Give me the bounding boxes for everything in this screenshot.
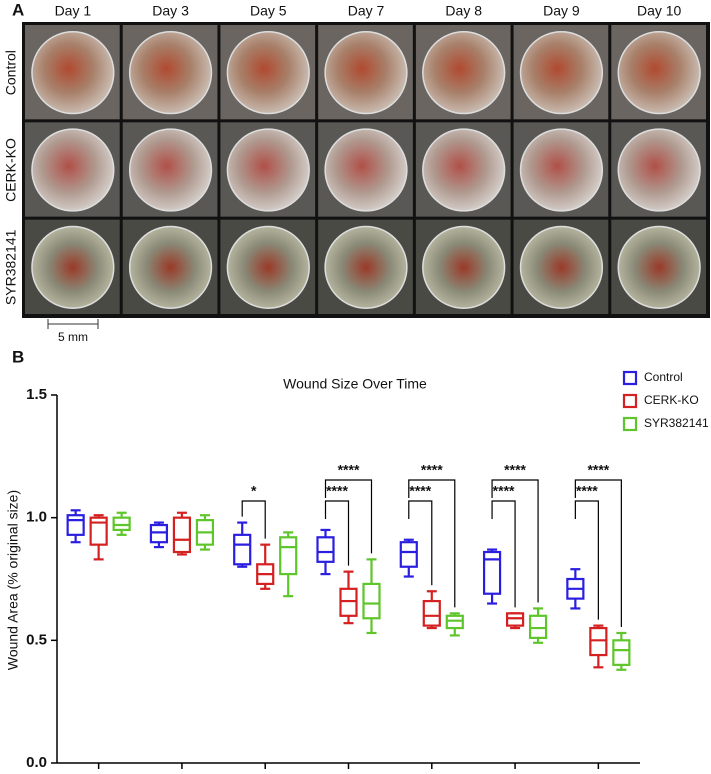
- legend-label: Control: [644, 370, 683, 384]
- row-label: CERK-KO: [3, 138, 19, 202]
- legend-label: CERK-KO: [644, 393, 699, 407]
- significance-label: ****: [338, 462, 360, 478]
- wound-dish: [226, 225, 310, 309]
- y-tick-label: 1.0: [26, 509, 47, 526]
- wound-dish: [617, 128, 701, 212]
- box: [66, 514, 85, 536]
- column-label: Day 7: [348, 3, 385, 19]
- legend-swatch: [622, 416, 638, 432]
- legend-label: SYR382141: [644, 416, 709, 430]
- significance-label: ****: [504, 462, 526, 478]
- significance-label: ****: [421, 462, 443, 478]
- significance-label: ****: [326, 483, 348, 499]
- significance-label: ****: [493, 483, 515, 499]
- column-label: Day 1: [55, 3, 92, 19]
- wound-dish: [324, 31, 408, 115]
- significance-label: ****: [587, 462, 609, 478]
- scale-bar-label: 5 mm: [58, 330, 88, 344]
- box: [528, 614, 548, 639]
- wound-dish: [617, 225, 701, 309]
- box: [612, 639, 631, 666]
- box: [505, 612, 525, 627]
- significance-bracket: [408, 479, 456, 608]
- column-label: Day 10: [637, 3, 682, 19]
- significance-bracket: [241, 500, 266, 539]
- wound-dish: [519, 128, 604, 212]
- y-tick-label: 0.0: [26, 754, 47, 769]
- column-label: Day 9: [543, 3, 580, 19]
- column-label: Day 3: [152, 3, 189, 19]
- box: [589, 626, 608, 657]
- panel-label: A: [12, 0, 24, 19]
- wound-dish: [422, 31, 506, 115]
- significance-bracket: [574, 500, 599, 620]
- wound-dish: [519, 31, 604, 115]
- box: [482, 550, 502, 595]
- wound-dish: [31, 225, 115, 309]
- wound-dish: [422, 225, 506, 309]
- wound-dish: [226, 128, 310, 212]
- chart-title: Wound Size Over Time: [283, 376, 427, 392]
- significance-label: ****: [576, 483, 598, 499]
- box: [422, 599, 441, 627]
- column-label: Day 8: [445, 3, 482, 19]
- wound-dish: [128, 128, 213, 212]
- box: [399, 541, 418, 568]
- significance-bracket: [491, 479, 539, 603]
- wound-dish: [226, 31, 310, 115]
- wound-dish: [324, 128, 408, 212]
- box: [89, 516, 108, 546]
- legend-swatch: [622, 393, 638, 409]
- box: [149, 523, 169, 544]
- wound-dish: [617, 31, 701, 115]
- significance-label: *: [251, 483, 257, 499]
- box: [233, 533, 252, 566]
- significance-bracket: [408, 500, 433, 586]
- box: [362, 582, 381, 620]
- significance-bracket: [324, 479, 373, 554]
- significance-bracket: [574, 479, 622, 627]
- significance-bracket: [491, 500, 516, 608]
- wound-dish: [324, 225, 408, 309]
- wound-dish: [128, 31, 213, 115]
- wound-dish: [422, 128, 506, 212]
- y-tick-label: 1.5: [26, 386, 47, 403]
- panel-label: B: [12, 347, 24, 366]
- wound-dish: [31, 128, 115, 212]
- y-tick-label: 0.5: [26, 631, 47, 648]
- wound-dish: [128, 225, 213, 309]
- significance-bracket: [324, 500, 350, 566]
- box: [316, 536, 335, 563]
- column-label: Day 5: [250, 3, 287, 19]
- legend-swatch: [622, 370, 638, 386]
- wound-dish: [519, 225, 604, 309]
- y-axis-label: Wound Area (% original size): [5, 490, 21, 670]
- box: [112, 516, 131, 532]
- box: [172, 516, 192, 554]
- box: [445, 614, 464, 630]
- wound-dish: [31, 31, 115, 115]
- box: [279, 536, 298, 576]
- significance-label: ****: [409, 483, 431, 499]
- row-label: Control: [3, 50, 19, 95]
- box: [339, 587, 358, 617]
- row-label: SYR382141: [3, 229, 19, 305]
